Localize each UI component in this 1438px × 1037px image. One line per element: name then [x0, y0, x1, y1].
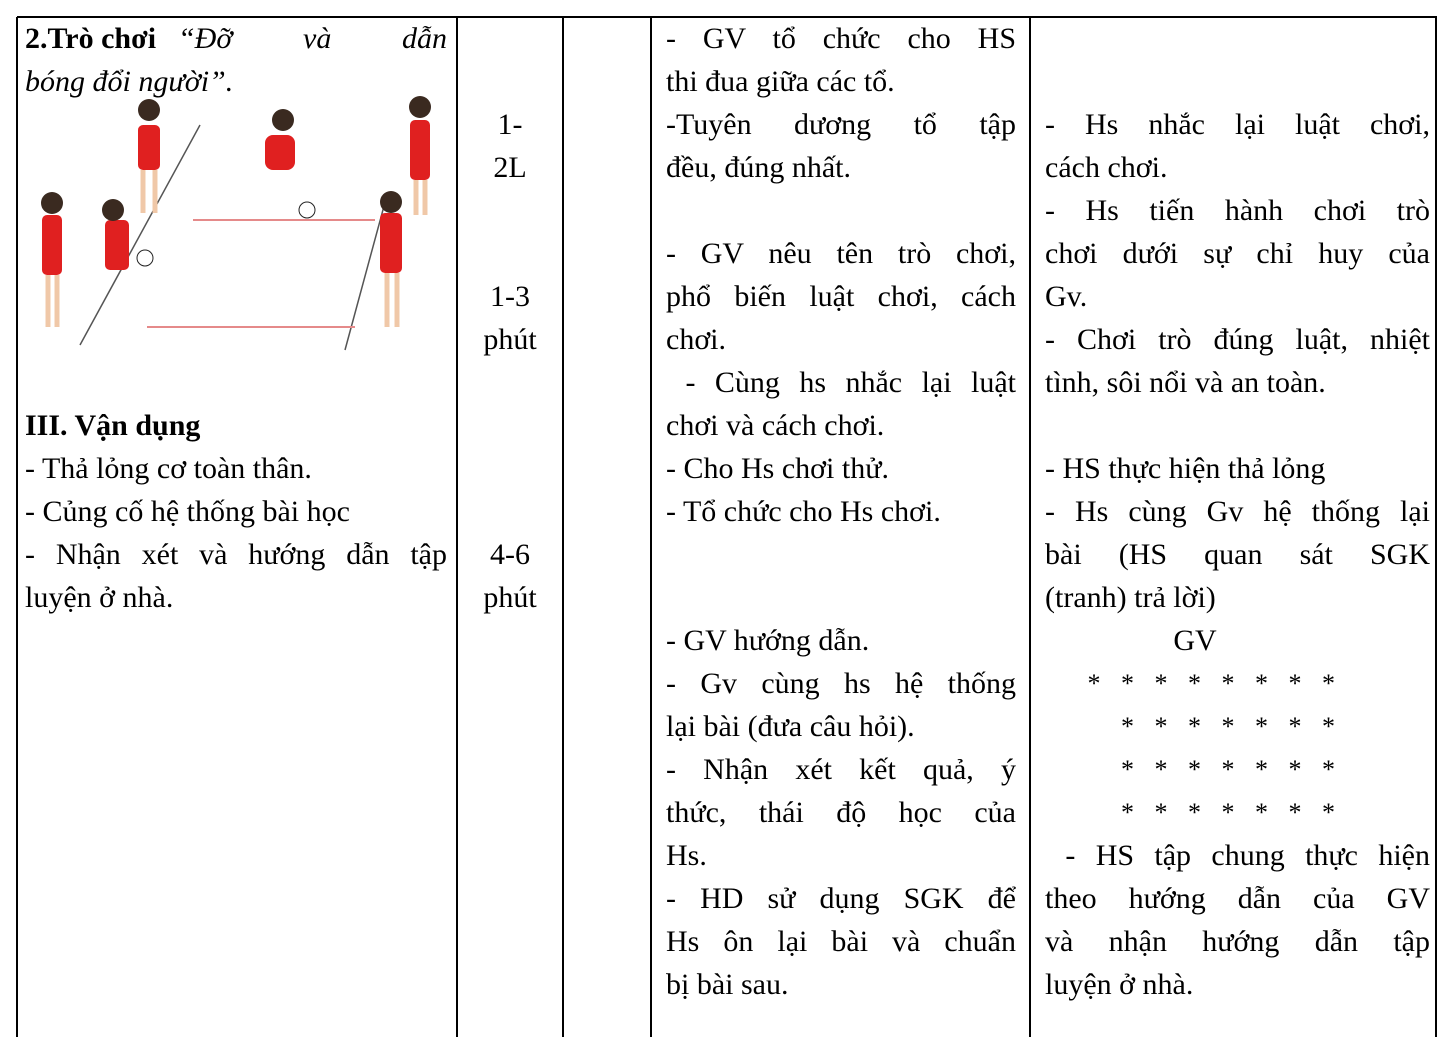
text-line: chơi dưới sự chỉ huy của [1045, 236, 1430, 270]
text-line: - HD sử dụng SGK để [666, 881, 1016, 915]
text-line: thức, thái độ học của [666, 795, 1016, 829]
text-line: Hs. [666, 838, 707, 872]
text-line: - Chơi trò đúng luật, nhiệt [1045, 322, 1430, 356]
text-line: -Tuyên dương tổ tập [666, 107, 1016, 141]
column-line [1435, 17, 1437, 1037]
text-line: phổ biến luật chơi, cách [666, 279, 1016, 313]
text-line: luyện ở nhà. [25, 580, 174, 614]
column-line [1029, 17, 1031, 1037]
column-line [456, 17, 458, 1037]
text-line: luyện ở nhà. [1045, 967, 1194, 1001]
text-line: - HS thực hiện thả lỏng [1045, 451, 1326, 485]
table-border [17, 16, 1437, 18]
formation-row: * * * * * * * [1121, 711, 1335, 741]
text-line: - Nhận xét và hướng dẫn tập [25, 537, 447, 571]
text-line: - Nhận xét kết quả, ý [666, 752, 1016, 786]
text-line: - Gv cùng hs hệ thống [666, 666, 1016, 700]
text-line: Gv. [1045, 279, 1088, 313]
text-line: - Tổ chức cho Hs chơi. [666, 494, 941, 528]
text-line: - Hs cùng Gv hệ thống lại [1045, 494, 1430, 528]
text-line: cách chơi. [1045, 150, 1168, 184]
time: 4-6 [490, 537, 530, 571]
game-name: bóng đổi người”. [25, 64, 234, 98]
text-line: (tranh) trả lời) [1045, 580, 1216, 614]
column-line [562, 17, 564, 1037]
text-line: thi đua giữa các tổ. [666, 64, 895, 98]
time: phút [483, 580, 537, 614]
time: 1-3 [490, 279, 530, 313]
text-line: - Hs nhắc lại luật chơi, [1045, 107, 1430, 141]
formation-row: * * * * * * * [1121, 754, 1335, 784]
text-line: - Thả lỏng cơ toàn thân. [25, 451, 312, 485]
text-line: - GV nêu tên trò chơi, [666, 236, 1016, 270]
time: phút [483, 322, 537, 356]
text-line: theo hướng dẫn của GV [1045, 881, 1430, 915]
text-line: - HS tập chung thực hiện [1045, 838, 1430, 872]
text-line: lại bài (đưa câu hỏi). [666, 709, 915, 743]
text-line: bài (HS quan sát SGK [1045, 537, 1430, 571]
text-line: Hs ôn lại bài và chuẩn [666, 924, 1016, 958]
column-line [650, 17, 652, 1037]
text-line: tình, sôi nổi và an toàn. [1045, 365, 1326, 399]
text-line: và nhận hướng dẫn tập [1045, 924, 1430, 958]
text-line: - GV tổ chức cho HS [666, 21, 1016, 55]
time: 1- [497, 107, 523, 141]
formation-row: * * * * * * * * [1087, 668, 1336, 698]
section-heading: III. Vận dụng [25, 408, 201, 442]
game-illustration [41, 96, 431, 351]
text-line: - Hs tiến hành chơi trò [1045, 193, 1430, 227]
column-line [16, 17, 18, 1037]
text-line: chơi và cách chơi. [666, 408, 885, 442]
time: 2L [493, 150, 527, 184]
text-line: - GV hướng dẫn. [666, 623, 870, 657]
text-line: chơi. [666, 322, 727, 356]
text-line: đều, đúng nhất. [666, 150, 851, 184]
formation-row: * * * * * * * [1121, 797, 1335, 827]
text-line: - Củng cố hệ thống bài học [25, 494, 350, 528]
game-number: 2.Trò chơi [25, 21, 157, 55]
formation-label: GV [1173, 623, 1217, 657]
text-line: - Cùng hs nhắc lại luật [666, 365, 1016, 399]
text-line: - Cho Hs chơi thử. [666, 451, 889, 485]
text-line: bị bài sau. [666, 967, 789, 1001]
game-name: “Đỡ và dẫn [178, 21, 447, 55]
